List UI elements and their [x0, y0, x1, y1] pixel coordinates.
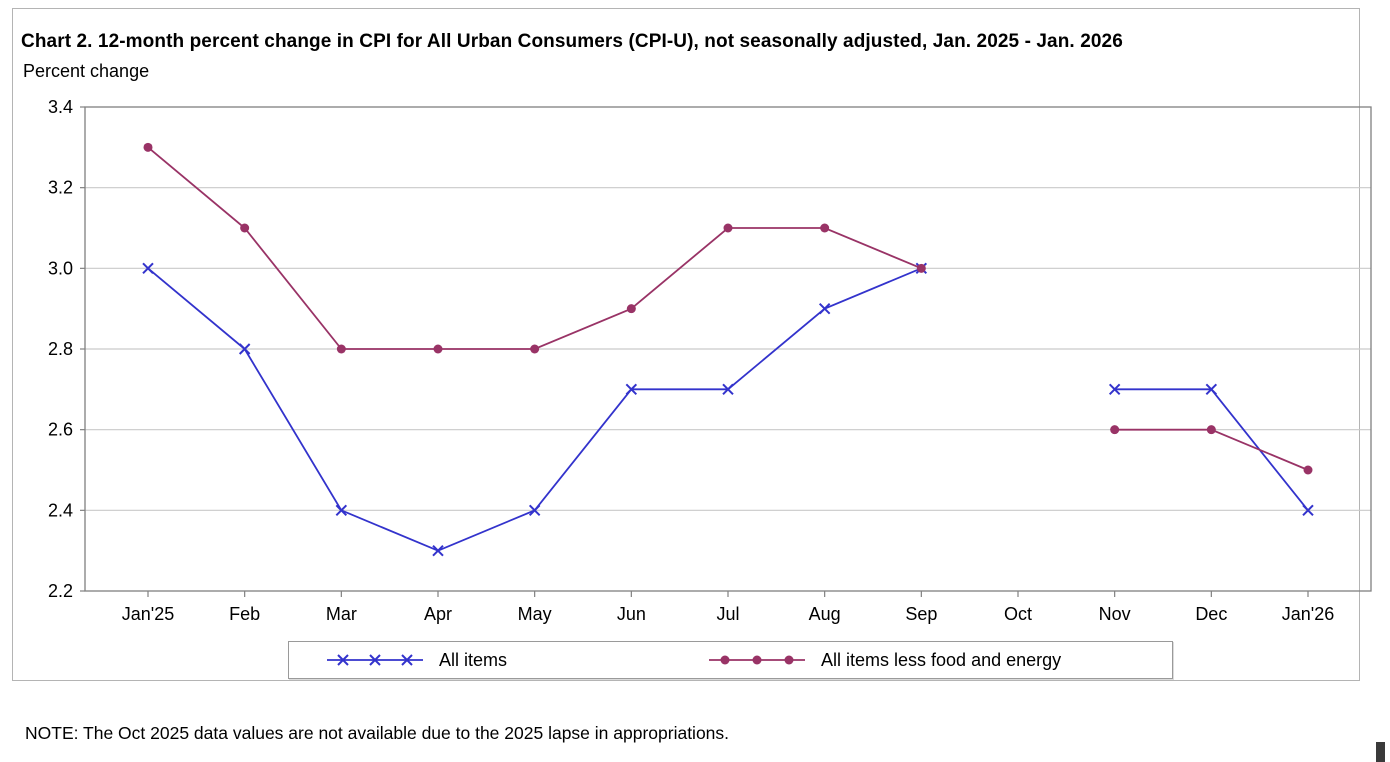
svg-text:3.2: 3.2 [48, 178, 73, 198]
svg-text:2.2: 2.2 [48, 581, 73, 601]
y-axis-unit-label: Percent change [23, 61, 150, 81]
scrollbar-fragment [1376, 742, 1385, 762]
svg-text:3.0: 3.0 [48, 258, 73, 278]
svg-text:May: May [518, 604, 552, 624]
svg-text:Aug: Aug [809, 604, 841, 624]
svg-text:Jun: Jun [617, 604, 646, 624]
svg-text:Apr: Apr [424, 604, 452, 624]
svg-text:2.6: 2.6 [48, 420, 73, 440]
svg-text:Jan'25: Jan'25 [122, 604, 174, 624]
chart-container: Chart 2. 12-month percent change in CPI … [12, 8, 1372, 681]
svg-text:Dec: Dec [1195, 604, 1227, 624]
svg-text:2.4: 2.4 [48, 500, 73, 520]
legend-line-marker-icon [327, 654, 423, 666]
svg-text:Jan'26: Jan'26 [1282, 604, 1334, 624]
note-text: NOTE: The Oct 2025 data values are not a… [25, 723, 730, 743]
svg-text:2.8: 2.8 [48, 339, 73, 359]
legend-line-marker-icon [709, 655, 806, 665]
svg-text:Nov: Nov [1099, 604, 1131, 624]
chart-title: Chart 2. 12-month percent change in CPI … [21, 31, 1123, 52]
svg-text:3.4: 3.4 [48, 97, 73, 117]
plot-area: 3.4 3.2 3.0 2.8 2.6 2.4 2.2 Jan'25 Feb Mar Apr May J… [48, 97, 1372, 624]
svg-text:Feb: Feb [229, 604, 260, 624]
legend: All items All items less food and energy [288, 641, 1173, 679]
svg-text:Mar: Mar [326, 604, 357, 624]
legend-item-all-items: All items [325, 650, 507, 671]
svg-text:Oct: Oct [1004, 604, 1032, 624]
svg-text:Sep: Sep [905, 604, 937, 624]
legend-item-core: All items less food and energy [707, 650, 1061, 671]
svg-text:Jul: Jul [716, 604, 739, 624]
legend-label-core: All items less food and energy [821, 649, 1062, 670]
legend-label-all-items: All items [439, 649, 508, 670]
